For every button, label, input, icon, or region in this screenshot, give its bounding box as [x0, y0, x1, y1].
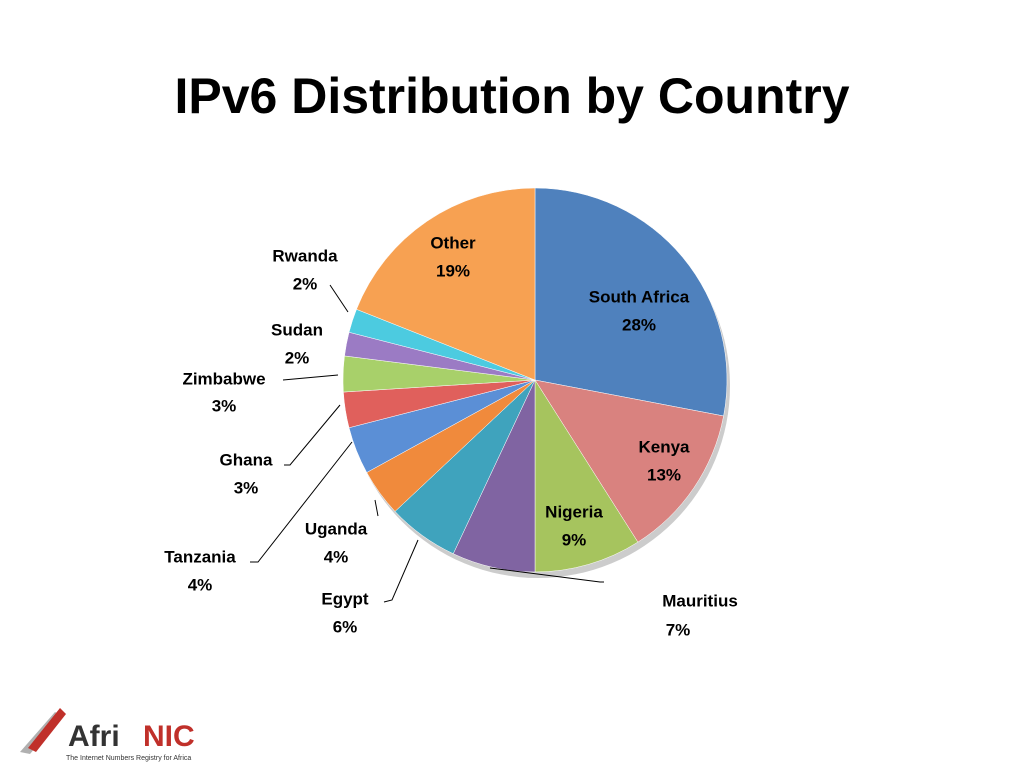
chart-title: IPv6 Distribution by Country — [174, 68, 849, 124]
slice-value-label: 9% — [562, 530, 587, 549]
leader-line — [374, 499, 379, 517]
leader-line — [489, 567, 604, 583]
leader-line — [282, 374, 339, 381]
slice-label: South Africa — [589, 287, 690, 306]
leader-line — [329, 284, 349, 313]
logo-afri: Afri — [68, 720, 120, 753]
slice-value-label: 13% — [647, 465, 681, 484]
logo-feather-red — [28, 708, 66, 752]
slice-value-label: 3% — [212, 396, 237, 415]
slice-value-label: 19% — [436, 261, 470, 280]
slice-value-label: 2% — [285, 348, 310, 367]
pie-slice — [356, 187, 536, 381]
slice-value-label: 3% — [234, 478, 259, 497]
slice-label: Egypt — [321, 589, 369, 608]
slice-label: Zimbabwe — [182, 369, 265, 388]
logo: Afri NIC The Internet Numbers Registry f… — [20, 708, 195, 762]
slice-label: Nigeria — [545, 502, 603, 521]
slice-label: Kenya — [638, 437, 690, 456]
logo-nic: NIC — [143, 720, 195, 753]
pie-slice — [534, 379, 724, 543]
slice-value-label: 4% — [324, 547, 349, 566]
slice-value-label: 6% — [333, 617, 358, 636]
slice-label: Uganda — [305, 519, 368, 538]
slice-label: Other — [430, 233, 476, 252]
slice-value-label: 7% — [666, 620, 691, 639]
slice-label: Rwanda — [272, 246, 338, 265]
slice-value-label: 2% — [293, 274, 318, 293]
pie-slice — [534, 187, 728, 417]
slice-label: Tanzania — [164, 547, 236, 566]
pie-slice — [534, 379, 639, 573]
slice-label: Mauritius — [662, 591, 738, 610]
slice-label: Ghana — [220, 450, 273, 469]
slice-value-label: 28% — [622, 315, 656, 334]
slice-label: Sudan — [271, 320, 323, 339]
leader-line — [383, 539, 419, 603]
leader-line — [284, 404, 341, 466]
slice-value-label: 4% — [188, 575, 213, 594]
pie: South Africa 28% Kenya 13% Nigeria 9% Mauritiu… — [164, 187, 738, 639]
leader-line — [250, 441, 353, 563]
logo-tagline: The Internet Numbers Registry for Africa — [66, 755, 191, 762]
